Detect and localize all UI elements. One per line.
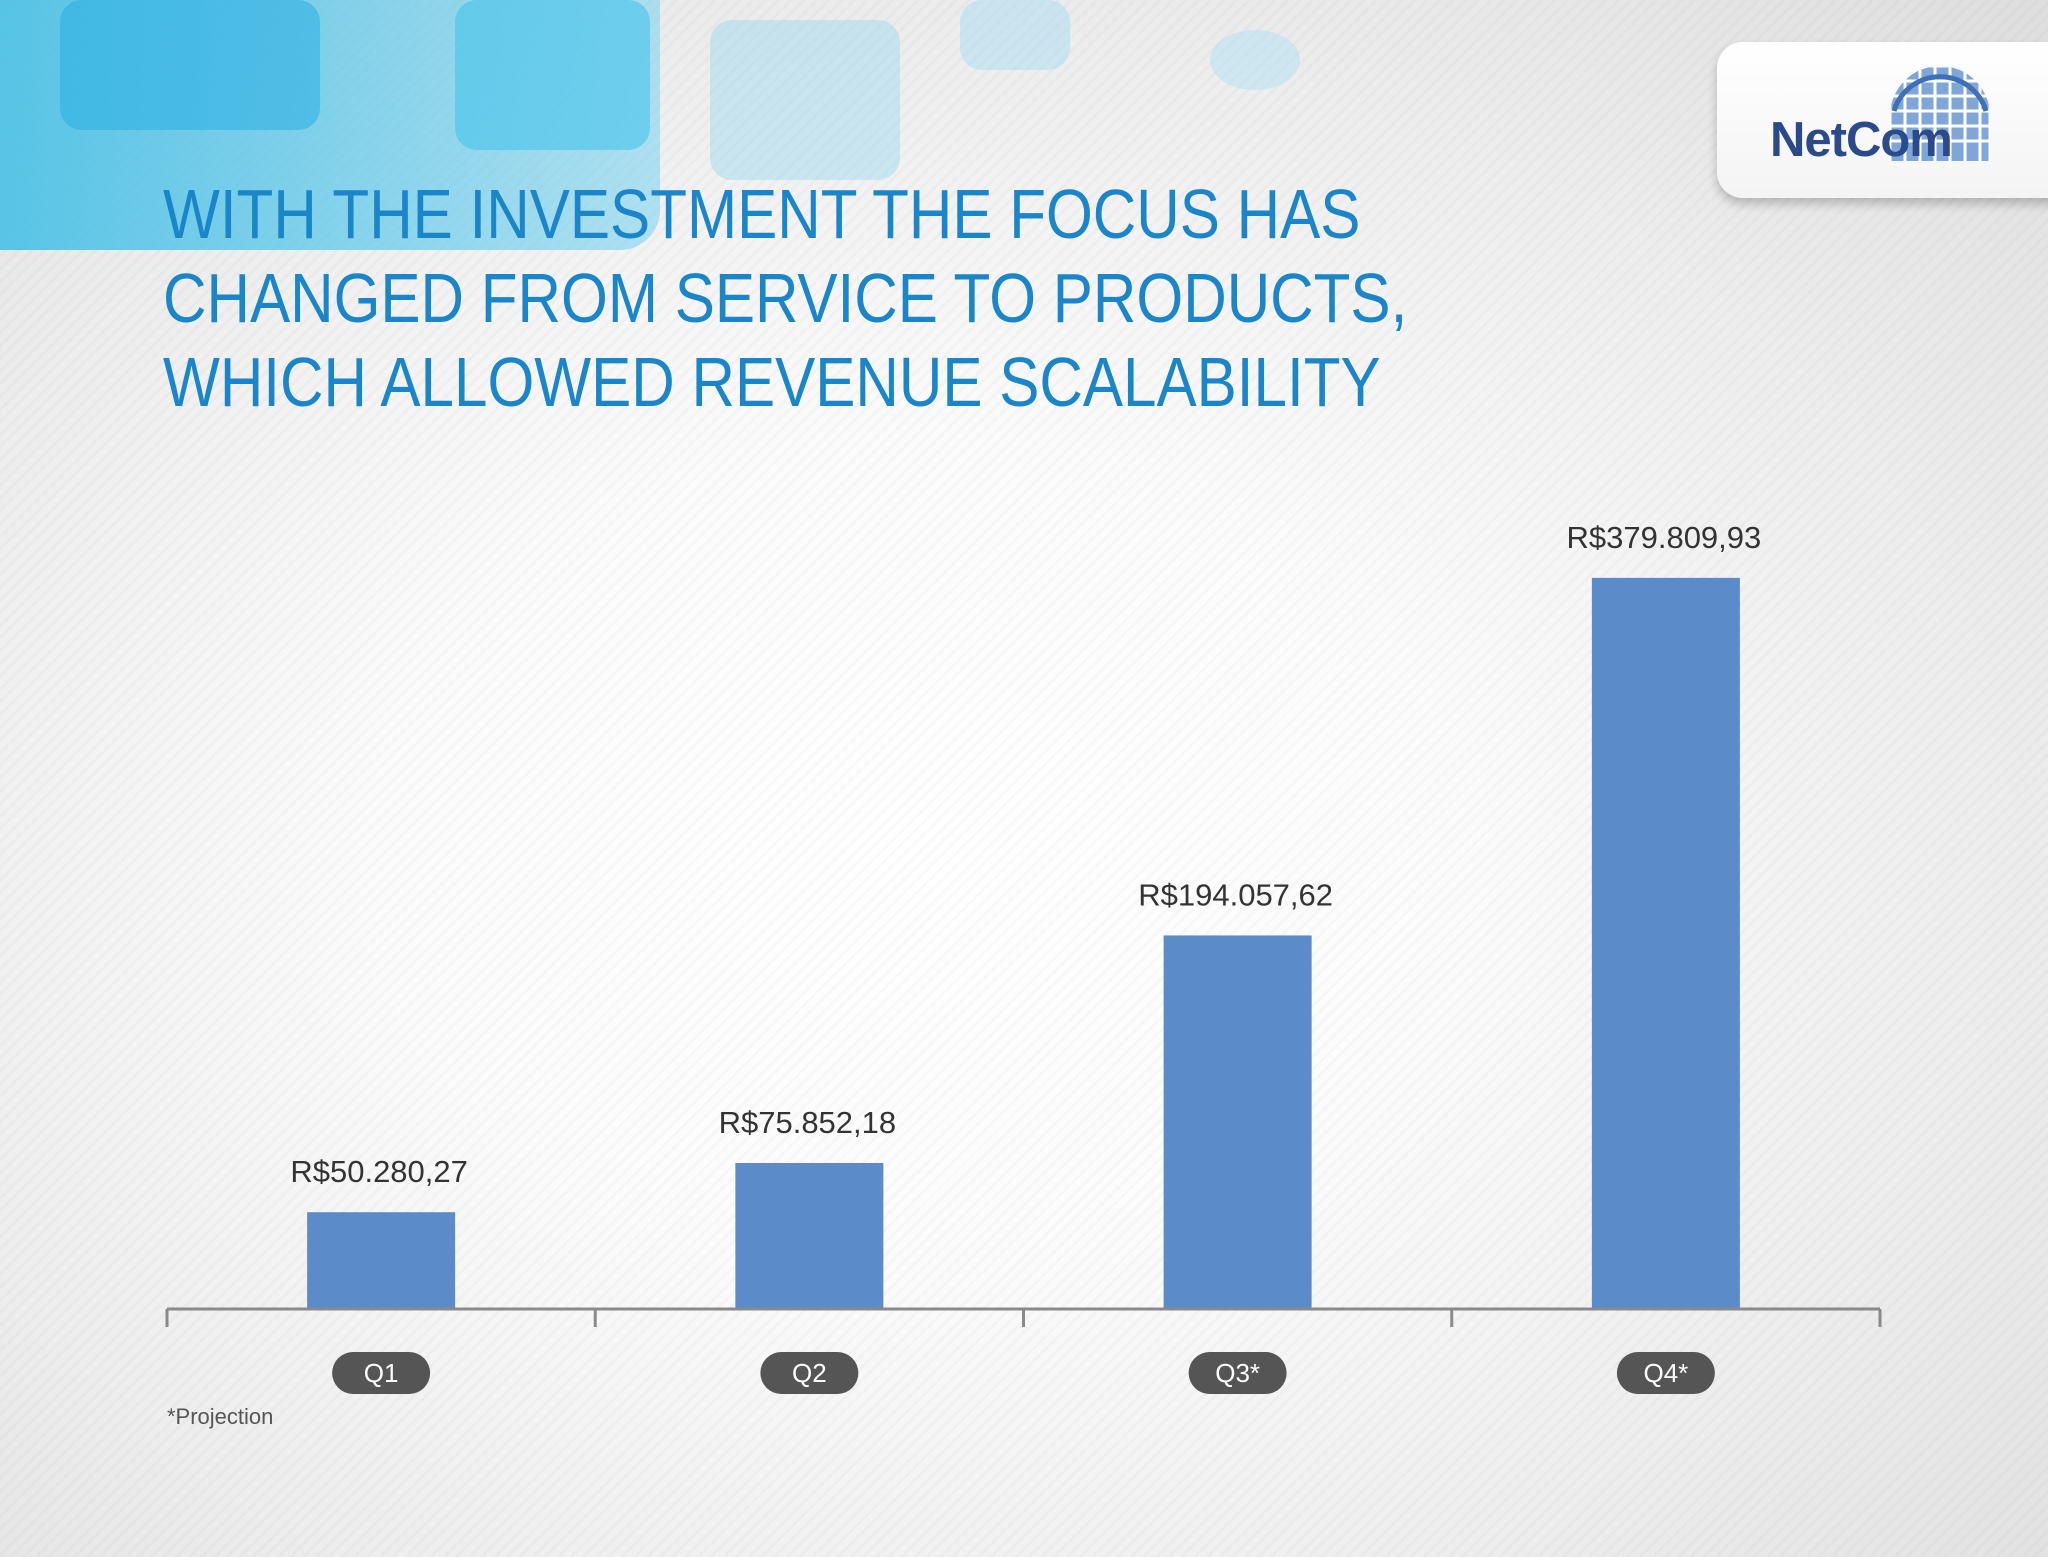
bar-q2 — [735, 1162, 884, 1309]
logo-text: NetCom — [1770, 113, 1953, 167]
title-line-2: CHANGED FROM SERVICE TO PRODUCTS, — [163, 259, 1408, 337]
decor-block-3 — [455, 0, 650, 150]
decor-block-5 — [960, 0, 1070, 70]
decor-block-6 — [1210, 30, 1300, 90]
data-label: R$50.280,27 — [290, 1154, 468, 1189]
slide-title: WITH THE INVESTMENT THE FOCUS HAS CHANGE… — [163, 172, 1408, 424]
axis-layer — [165, 1307, 1882, 1327]
logo-card — [1717, 42, 2048, 198]
bar-q3 — [1163, 935, 1312, 1309]
globe-logo-icon — [1890, 66, 1990, 161]
category-label: Q4* — [1643, 1358, 1688, 1388]
bar-q1 — [307, 1212, 456, 1309]
category-pill — [760, 1352, 859, 1394]
data-label: R$194.057,62 — [1138, 877, 1333, 912]
decor-block-4 — [710, 20, 900, 180]
category-label: Q3* — [1215, 1358, 1260, 1388]
category-pill — [1616, 1352, 1715, 1394]
labels-layer: R$50.280,27 Q1 R$75.852,18 Q2 R$194.057,62 Q3… — [290, 520, 1761, 1394]
bars-layer — [307, 577, 1740, 1309]
category-pill — [1188, 1352, 1287, 1394]
title-line-1: WITH THE INVESTMENT THE FOCUS HAS — [163, 175, 1361, 253]
bar-q4 — [1591, 577, 1740, 1309]
category-label: Q1 — [364, 1358, 399, 1388]
decor-block-2 — [60, 0, 320, 130]
data-label: R$75.852,18 — [719, 1105, 897, 1140]
footnote: *Projection — [167, 1404, 274, 1429]
data-label: R$379.809,93 — [1566, 520, 1761, 555]
category-label: Q2 — [792, 1358, 827, 1388]
title-line-3: WHICH ALLOWED REVENUE SCALABILITY — [163, 343, 1381, 421]
category-pill — [332, 1352, 431, 1394]
